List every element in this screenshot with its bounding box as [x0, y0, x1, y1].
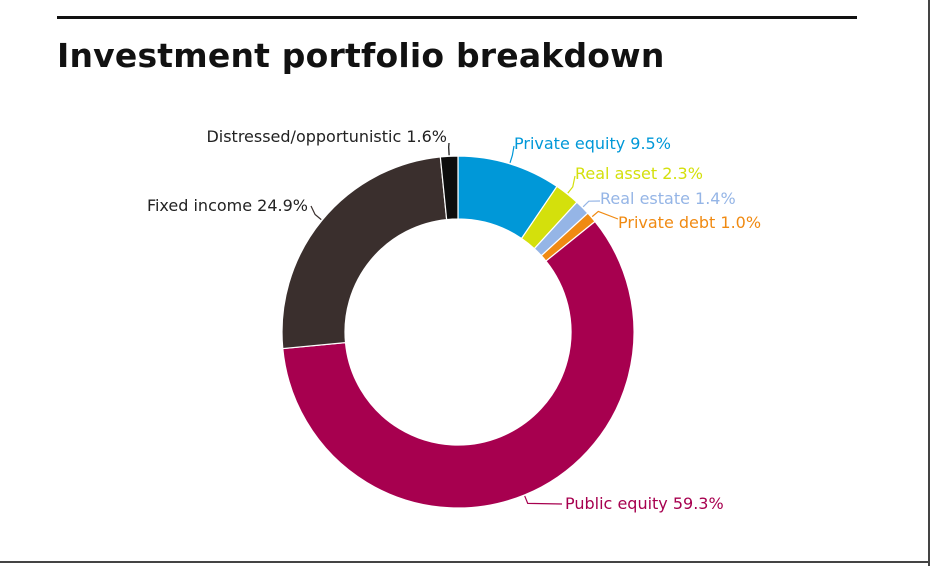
label-public-equity: Public equity 59.3% [565, 494, 724, 513]
top-rule [57, 16, 857, 19]
slice-distressed-opportunistic [439, 155, 459, 221]
leader-private-debt [591, 210, 619, 220]
leader-public-equity [524, 495, 563, 505]
label-private-debt: Private debt 1.0% [618, 213, 761, 232]
label-real-asset: Real asset 2.3% [575, 164, 703, 183]
slice-fixed-income [281, 156, 448, 350]
leader-fixed-income [310, 205, 322, 221]
label-real-estate: Real estate 1.4% [600, 189, 736, 208]
chart-title: Investment portfolio breakdown [57, 36, 665, 75]
label-distressed-opportunistic: Distressed/opportunistic 1.6% [206, 127, 447, 146]
frame-border-bottom [0, 561, 930, 563]
slice-public-equity [282, 220, 635, 509]
leader-real-estate [582, 200, 601, 208]
label-private-equity: Private equity 9.5% [514, 134, 671, 153]
frame-border-right [928, 0, 930, 566]
leader-real-asset [567, 175, 576, 194]
leader-private-equity [509, 145, 515, 164]
label-fixed-income: Fixed income 24.9% [147, 196, 308, 215]
